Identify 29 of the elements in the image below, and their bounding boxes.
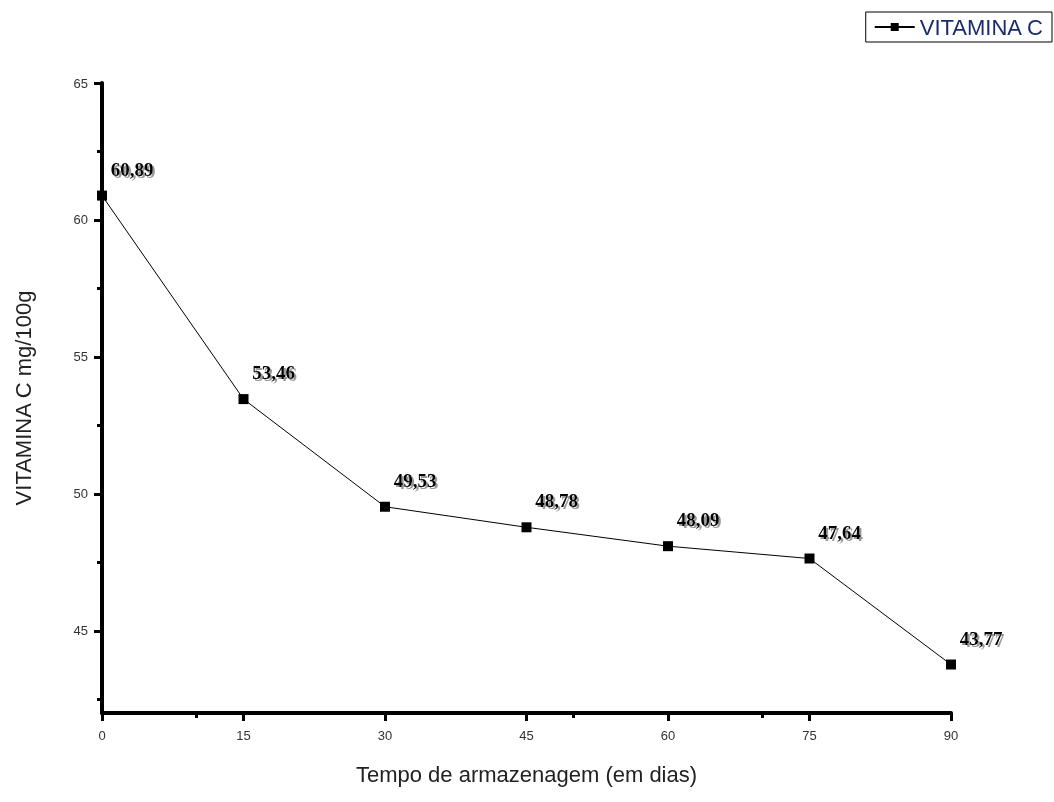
y-tick-label: 65 xyxy=(73,75,88,91)
point xyxy=(238,394,249,405)
y-tick-label: 55 xyxy=(73,349,88,365)
y-tick-label: 50 xyxy=(73,486,88,502)
x-tick-label: 15 xyxy=(236,728,251,743)
point xyxy=(804,553,815,564)
data-label: 53,46 xyxy=(252,362,295,384)
point xyxy=(946,659,956,670)
point xyxy=(97,190,107,201)
x-tick-label: 45 xyxy=(519,728,534,743)
y-axis-title: VITAMINA C mg/100g xyxy=(10,290,36,506)
legend-label: VITAMINA C xyxy=(919,14,1043,40)
y-tick-label: 60 xyxy=(73,212,88,228)
point xyxy=(663,541,673,552)
data-label: 43,77 xyxy=(959,627,1003,649)
data-label: 48,09 xyxy=(676,509,720,531)
data-label: 49,53 xyxy=(393,469,437,491)
x-axis-title: Tempo de armazenagem (em dias) xyxy=(355,761,698,787)
x-tick-label: 90 xyxy=(943,728,959,743)
point xyxy=(521,522,532,533)
point xyxy=(380,501,390,512)
data-label: 47,64 xyxy=(818,521,862,543)
x-tick-label: 0 xyxy=(98,728,106,743)
y-tick-label: 45 xyxy=(73,623,88,639)
data-label: 48,78 xyxy=(535,490,578,512)
x-tick-label: 75 xyxy=(802,728,817,743)
x-tick-label: 30 xyxy=(377,728,393,743)
data-label: 60,89 xyxy=(110,158,154,180)
x-tick-label: 60 xyxy=(660,728,676,743)
